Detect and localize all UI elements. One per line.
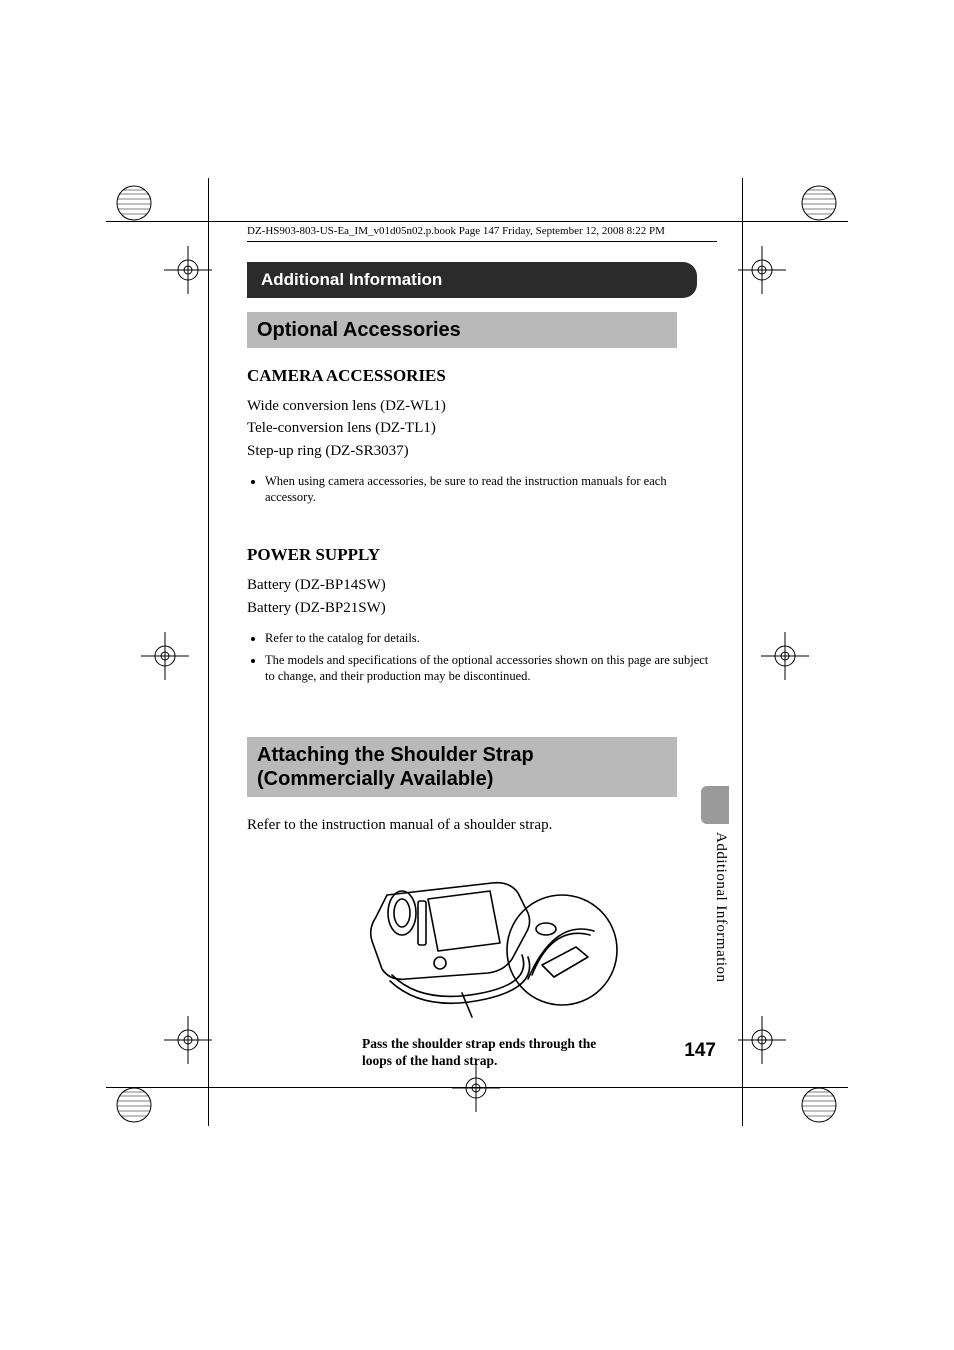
reg-mark-icon	[115, 184, 153, 222]
page-number: 147	[684, 1040, 716, 1062]
note-item: Refer to the catalog for details.	[265, 630, 717, 646]
topic-banner-shoulder-strap: Attaching the Shoulder Strap (Commercial…	[247, 737, 677, 797]
crosshair-icon	[738, 1016, 786, 1064]
crosshair-icon	[141, 632, 189, 680]
crop-hline-top	[106, 221, 848, 222]
power-notes: Refer to the catalog for details. The mo…	[265, 630, 717, 685]
crop-vline-right	[742, 178, 743, 1126]
page-root: DZ-HS903-803-US-Ea_IM_v01d05n02.p.book P…	[0, 0, 954, 1350]
reg-mark-icon	[800, 1086, 838, 1124]
crosshair-icon	[452, 1064, 500, 1112]
crosshair-icon	[164, 1016, 212, 1064]
power-line: Battery (DZ-BP14SW)	[247, 575, 717, 595]
strap-body-text: Refer to the instruction manual of a sho…	[247, 815, 717, 835]
reg-mark-icon	[115, 1086, 153, 1124]
book-info-line: DZ-HS903-803-US-Ea_IM_v01d05n02.p.book P…	[247, 225, 717, 237]
accessory-line: Wide conversion lens (DZ-WL1)	[247, 396, 717, 416]
heading-power-supply: POWER SUPPLY	[247, 545, 717, 565]
camera-line-art-icon	[332, 855, 632, 1025]
book-info-rule	[247, 241, 717, 242]
power-supply-list: Battery (DZ-BP14SW) Battery (DZ-BP21SW)	[247, 575, 717, 618]
note-item: When using camera accessories, be sure t…	[265, 473, 717, 506]
accessory-line: Step-up ring (DZ-SR3037)	[247, 441, 717, 461]
side-tab-block	[701, 786, 729, 824]
illustration-caption: Pass the shoulder strap ends through the…	[362, 1036, 602, 1070]
camera-illustration: Pass the shoulder strap ends through the…	[247, 855, 717, 1070]
heading-camera-accessories: CAMERA ACCESSORIES	[247, 366, 717, 386]
crosshair-icon	[164, 246, 212, 294]
crosshair-icon	[738, 246, 786, 294]
crop-vline-left	[208, 178, 209, 1126]
content-area: DZ-HS903-803-US-Ea_IM_v01d05n02.p.book P…	[247, 225, 717, 1070]
note-item: The models and specifications of the opt…	[265, 652, 717, 685]
camera-notes: When using camera accessories, be sure t…	[265, 473, 717, 506]
camera-accessory-list: Wide conversion lens (DZ-WL1) Tele-conve…	[247, 396, 717, 461]
strap-body: Refer to the instruction manual of a sho…	[247, 815, 717, 835]
reg-mark-icon	[800, 184, 838, 222]
power-line: Battery (DZ-BP21SW)	[247, 598, 717, 618]
accessory-line: Tele-conversion lens (DZ-TL1)	[247, 418, 717, 438]
crosshair-icon	[761, 632, 809, 680]
topic-banner-optional-accessories: Optional Accessories	[247, 312, 677, 348]
section-banner: Additional Information	[247, 262, 697, 298]
side-tab-label: Additional Information	[712, 832, 729, 983]
